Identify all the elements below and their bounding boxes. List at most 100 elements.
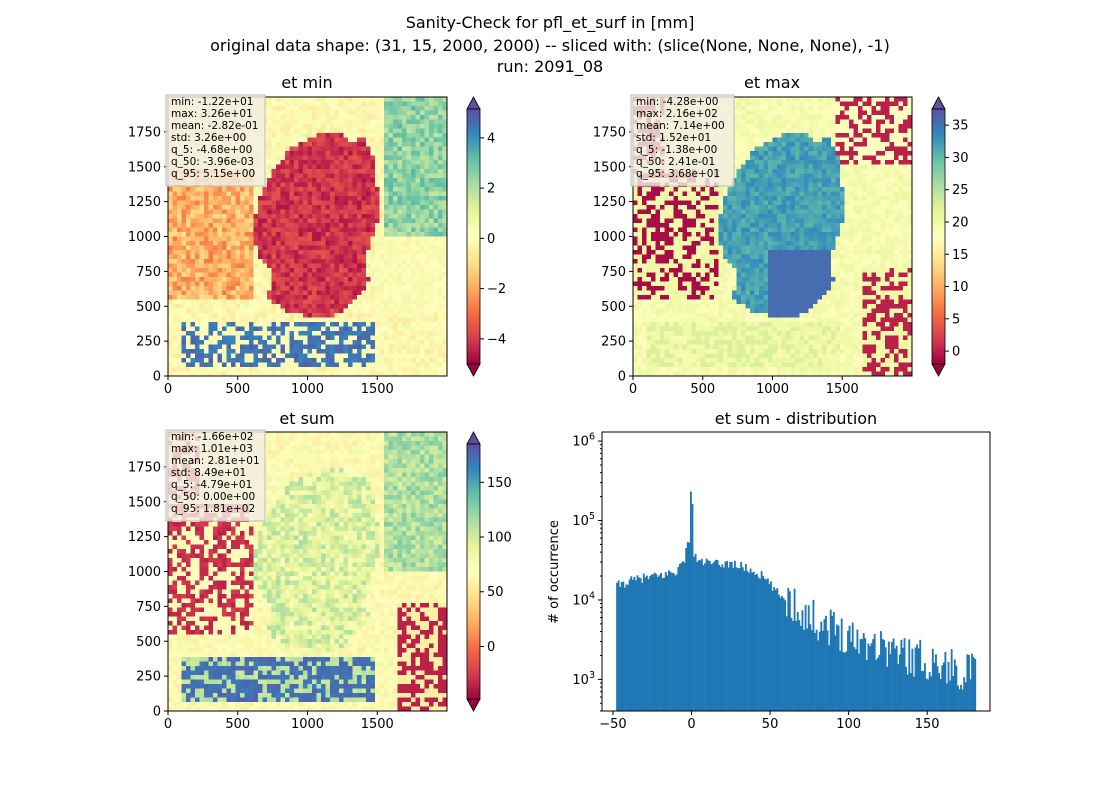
heatmap-cell — [361, 182, 367, 188]
heatmap-cell — [348, 164, 354, 170]
heatmap-cell — [312, 151, 318, 157]
heatmap-cell — [307, 133, 313, 139]
heatmap-cell — [808, 155, 814, 161]
heatmap-cell — [393, 358, 399, 364]
heatmap-cell — [285, 245, 291, 251]
heatmap-cell — [411, 304, 417, 310]
heatmap-cell — [366, 250, 372, 256]
heatmap-cell — [276, 178, 282, 184]
heatmap-cell — [438, 155, 444, 161]
heatmap-cell — [361, 146, 367, 152]
heatmap-cell — [289, 142, 295, 148]
heatmap-cell — [199, 277, 205, 283]
heatmap-cell — [397, 200, 403, 206]
heatmap-cell — [862, 97, 868, 103]
heatmap-cell — [348, 344, 354, 350]
heatmap-cell — [415, 236, 421, 242]
heatmap-cell — [307, 169, 313, 175]
heatmap-cell — [438, 97, 444, 103]
heatmap-cell — [280, 236, 286, 242]
heatmap-cell — [258, 187, 264, 193]
heatmap-cell — [195, 344, 201, 350]
heatmap-cell — [750, 106, 756, 112]
heatmap-cell — [294, 146, 300, 152]
heatmap-cell — [411, 322, 417, 328]
heatmap-cell — [303, 259, 309, 265]
heatmap-cell — [411, 106, 417, 112]
heatmap-cell — [876, 160, 882, 166]
heatmap-cell — [267, 281, 273, 287]
heatmap-cell — [366, 214, 372, 220]
heatmap-cell — [415, 358, 421, 364]
heatmap-cell — [222, 236, 228, 242]
heatmap-cell — [402, 142, 408, 148]
heatmap-cell — [379, 214, 385, 220]
heatmap-cell — [370, 335, 376, 341]
heatmap-cell — [786, 101, 792, 107]
heatmap-cell — [826, 160, 832, 166]
heatmap-cell — [316, 196, 322, 202]
heatmap-cell — [411, 151, 417, 157]
heatmap-cell — [276, 173, 282, 179]
heatmap-cell — [271, 245, 277, 251]
heatmap-cell — [831, 137, 837, 143]
heatmap-cell — [222, 317, 228, 323]
heatmap-cell — [330, 281, 336, 287]
heatmap-cell — [759, 155, 765, 161]
heatmap-cell — [172, 268, 178, 274]
heatmap-cell — [831, 151, 837, 157]
heatmap-cell — [907, 106, 912, 112]
heatmap-cell — [433, 160, 439, 166]
heatmap-cell — [195, 322, 201, 328]
heatmap-cell — [316, 106, 322, 112]
heatmap-cell — [199, 286, 205, 292]
heatmap-cell — [312, 119, 318, 125]
heatmap-cell — [325, 313, 331, 319]
heatmap-cell — [835, 97, 841, 103]
heatmap-cell — [271, 218, 277, 224]
heatmap-cell — [429, 331, 435, 337]
heatmap-cell — [907, 151, 912, 157]
heatmap-cell — [433, 191, 439, 197]
heatmap-cell — [402, 367, 408, 373]
heatmap-cell — [772, 119, 778, 125]
heatmap-cell — [388, 178, 394, 184]
heatmap-cell — [826, 137, 832, 143]
heatmap-cell — [312, 124, 318, 130]
heatmap-cell — [732, 169, 738, 175]
heatmap-cell — [240, 326, 246, 332]
heatmap-cell — [393, 164, 399, 170]
heatmap-cell — [217, 344, 223, 350]
heatmap-cell — [424, 155, 430, 161]
heatmap-cell — [267, 335, 273, 341]
heatmap-cell — [750, 119, 756, 125]
heatmap-cell — [804, 173, 810, 179]
heatmap-cell — [262, 232, 268, 238]
heatmap-cell — [361, 137, 367, 143]
heatmap-cell — [298, 218, 304, 224]
heatmap-cell — [267, 223, 273, 229]
heatmap-cell — [321, 178, 327, 184]
heatmap-cell — [786, 164, 792, 170]
heatmap-cell — [244, 371, 250, 376]
heatmap-cell — [402, 295, 408, 301]
heatmap-cell — [330, 304, 336, 310]
heatmap-cell — [361, 250, 367, 256]
heatmap-cell — [289, 119, 295, 125]
heatmap-cell — [361, 178, 367, 184]
heatmap-cell — [285, 304, 291, 310]
heatmap-cell — [822, 142, 828, 148]
heatmap-cell — [804, 146, 810, 152]
heatmap-cell — [406, 119, 412, 125]
heatmap-cell — [871, 106, 877, 112]
heatmap-cell — [285, 277, 291, 283]
heatmap-cell — [804, 119, 810, 125]
heatmap-cell — [763, 137, 769, 143]
heatmap-cell — [168, 304, 174, 310]
heatmap-cell — [294, 340, 300, 346]
heatmap-cell — [370, 191, 376, 197]
heatmap-cell — [168, 299, 174, 305]
heatmap-cell — [388, 286, 394, 292]
heatmap-cell — [285, 191, 291, 197]
heatmap-cell — [876, 106, 882, 112]
